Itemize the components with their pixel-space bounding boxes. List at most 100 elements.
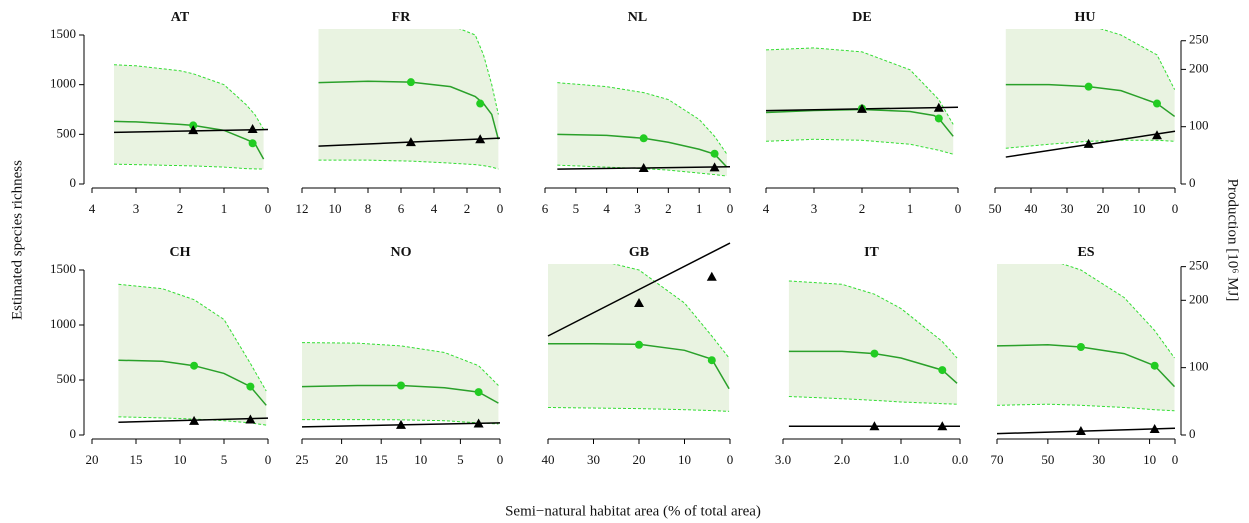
y-tick-label: 0	[70, 175, 77, 190]
x-tick-label: 20	[1097, 201, 1110, 216]
panel-title: NL	[628, 10, 647, 25]
x-tick-label: 4	[89, 201, 96, 216]
x-tick-label: 6	[398, 201, 405, 216]
production-point	[189, 415, 200, 425]
x-tick-label: 3	[811, 201, 818, 216]
x-tick-label: 40	[1025, 201, 1038, 216]
richness-point	[1084, 82, 1093, 91]
richness-point	[639, 134, 648, 143]
x-tick-label: 0	[497, 452, 504, 467]
uncertainty-band	[548, 264, 730, 412]
x-tick-label: 0	[727, 201, 734, 216]
x-tick-label: 0	[497, 201, 504, 216]
x-tick-label: 5	[573, 201, 580, 216]
production-point	[706, 271, 717, 281]
x-tick-label: 50	[1041, 452, 1054, 467]
production-point	[405, 137, 416, 147]
panel-title: DE	[852, 10, 871, 25]
y2-tick-label: 0	[1189, 426, 1196, 441]
bound-line	[1061, 264, 1175, 359]
richness-point	[190, 361, 199, 370]
panel-title: NO	[391, 245, 412, 260]
x-tick-label: 0	[265, 201, 272, 216]
x-axis-label: Semi−natural habitat area (% of total ar…	[505, 503, 761, 519]
production-point	[933, 102, 944, 112]
x-tick-label: 20	[86, 452, 99, 467]
uncertainty-band	[114, 64, 264, 170]
production-point	[247, 123, 258, 133]
y-tick-label: 1500	[50, 26, 76, 41]
x-tick-label: 0	[955, 201, 962, 216]
richness-point	[1076, 343, 1085, 351]
bound-line	[996, 403, 1175, 412]
panel-title: GB	[629, 245, 649, 260]
x-tick-label: 2	[177, 201, 184, 216]
production-point	[709, 162, 720, 172]
richness-point	[870, 349, 879, 358]
x-tick-label: 30	[587, 452, 600, 467]
x-tick-label: 15	[375, 452, 388, 467]
richness-point	[476, 99, 485, 108]
x-tick-label: 8	[365, 201, 372, 216]
bound-line	[557, 164, 727, 177]
x-tick-label: 1	[221, 201, 228, 216]
bound-line	[301, 342, 499, 386]
x-tick-label: 2	[464, 201, 471, 216]
x-tick-label: 1	[696, 201, 703, 216]
x-tick-label: 10	[678, 452, 691, 467]
x-tick-label: 3	[133, 201, 140, 216]
x-tick-label: 0.0	[952, 452, 968, 467]
x-tick-label: 10	[1133, 201, 1146, 216]
production-point	[1149, 423, 1160, 433]
x-tick-label: 0	[1172, 452, 1179, 467]
production-point	[475, 134, 486, 144]
y2-tick-label: 200	[1189, 291, 1209, 306]
production-line	[547, 242, 731, 337]
y2-tick-label: 250	[1189, 258, 1209, 273]
uncertainty-band	[766, 47, 954, 155]
production-point	[869, 421, 880, 431]
x-tick-label: 15	[130, 452, 143, 467]
richness-point	[1150, 361, 1159, 370]
production-point	[937, 421, 948, 431]
richness-point	[248, 139, 257, 148]
y2-tick-label: 200	[1189, 60, 1209, 75]
x-tick-label: 2.0	[834, 452, 850, 467]
richness-line	[318, 80, 500, 140]
production-point	[638, 162, 649, 172]
x-tick-label: 4	[603, 201, 610, 216]
x-tick-label: 4	[431, 201, 438, 216]
x-tick-label: 0	[727, 452, 734, 467]
production-point	[1083, 138, 1094, 148]
panel-title: IT	[864, 245, 879, 260]
x-tick-label: 20	[633, 452, 646, 467]
x-tick-label: 2	[665, 201, 672, 216]
panel-title: ES	[1077, 245, 1094, 260]
production-point	[857, 103, 867, 113]
richness-point	[710, 149, 719, 158]
bound-line	[118, 283, 267, 392]
richness-point	[707, 356, 716, 365]
y2-axis-label: Production [10⁶ MJ]	[1225, 179, 1241, 302]
y-axis-label: Estimated species richness	[9, 160, 25, 320]
x-tick-label: 10	[1143, 452, 1156, 467]
x-tick-label: 12	[296, 201, 309, 216]
bound-line	[458, 29, 499, 115]
production-point	[245, 414, 256, 424]
y-tick-label: 1000	[50, 76, 76, 91]
x-tick-label: 30	[1092, 452, 1105, 467]
production-point	[188, 125, 199, 135]
panel-title: CH	[170, 245, 191, 260]
uncertainty-band	[788, 281, 958, 405]
bound-line	[113, 64, 265, 130]
richness-point	[934, 114, 943, 123]
bound-line	[557, 82, 728, 155]
uncertainty-band	[318, 29, 499, 170]
y-tick-label: 500	[57, 371, 77, 386]
x-tick-label: 25	[296, 452, 309, 467]
bound-line	[318, 159, 499, 170]
uncertainty-band	[118, 284, 267, 426]
richness-point	[474, 388, 483, 397]
production-point	[634, 298, 644, 307]
